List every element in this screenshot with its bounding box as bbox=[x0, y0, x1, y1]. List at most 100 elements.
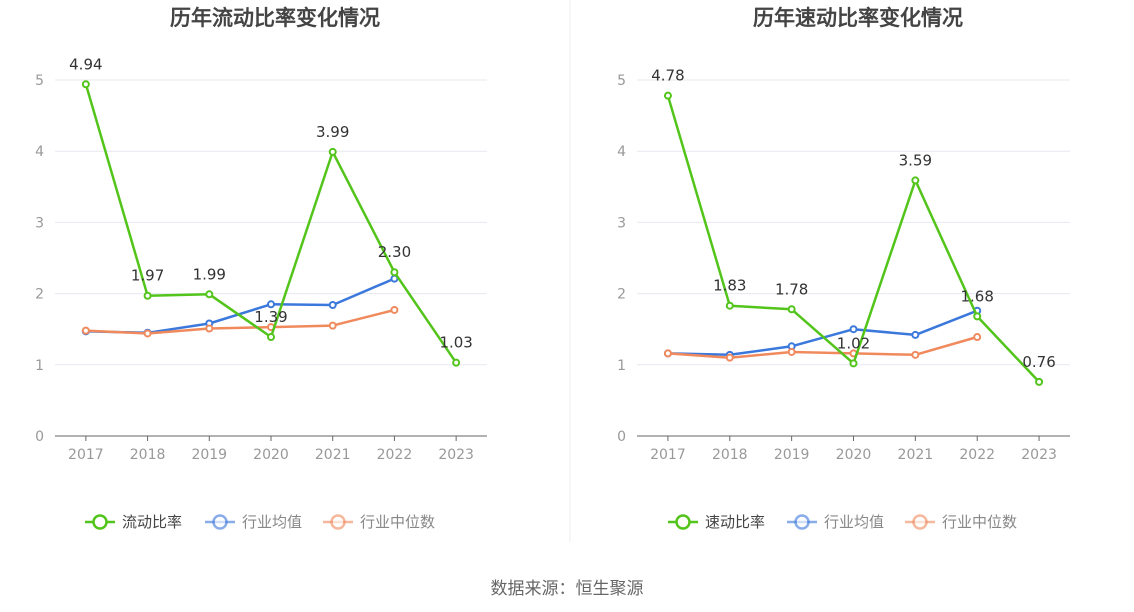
x-tick-label: 2018 bbox=[712, 447, 748, 463]
legend-item[interactable]: 速动比率 bbox=[668, 513, 765, 531]
x-tick-label: 2023 bbox=[438, 447, 474, 463]
data-point[interactable] bbox=[911, 350, 920, 359]
x-tick-label: 2022 bbox=[959, 447, 995, 463]
y-tick-label: 1 bbox=[35, 358, 44, 374]
x-tick-label: 2022 bbox=[377, 447, 413, 463]
data-point[interactable] bbox=[663, 91, 672, 100]
series-1: 4.78 1.83 1.78 1.02 3.59 1.68 0.76 bbox=[651, 67, 1056, 386]
y-tick-label: 1 bbox=[617, 358, 626, 374]
data-point[interactable] bbox=[911, 176, 920, 185]
data-point[interactable] bbox=[973, 312, 982, 321]
series-line bbox=[667, 309, 978, 357]
data-point[interactable] bbox=[787, 347, 796, 356]
x-tick-label: 2019 bbox=[774, 447, 810, 463]
data-point[interactable] bbox=[787, 305, 796, 314]
data-point[interactable] bbox=[328, 321, 337, 330]
legend-item[interactable]: 流动比率 bbox=[85, 513, 182, 531]
legend-marker bbox=[794, 514, 810, 530]
y-tick-label: 4 bbox=[35, 144, 44, 160]
legend-item[interactable]: 行业中位数 bbox=[905, 513, 1017, 531]
data-label: 2.30 bbox=[378, 243, 411, 261]
data-label: 1.83 bbox=[713, 277, 746, 295]
data-point[interactable] bbox=[328, 147, 337, 156]
legend-item[interactable]: 行业均值 bbox=[787, 513, 884, 531]
x-tick-label: 2021 bbox=[898, 447, 934, 463]
data-point[interactable] bbox=[663, 349, 672, 358]
x-tick-label: 2021 bbox=[315, 447, 351, 463]
chart-panel-1: 历年流动比率变化情况 0 1 2 3 4 5 2017 2018 2019 2020 2021 2022… bbox=[35, 6, 487, 531]
data-point[interactable] bbox=[205, 290, 214, 299]
data-point[interactable] bbox=[725, 353, 734, 362]
legend: 流动比率 行业均值 行业中位数 bbox=[85, 513, 435, 531]
data-point[interactable] bbox=[390, 268, 399, 277]
series-3 bbox=[81, 305, 399, 338]
data-point[interactable] bbox=[328, 300, 337, 309]
legend-label: 行业均值 bbox=[824, 513, 884, 531]
data-point[interactable] bbox=[973, 333, 982, 342]
legend-item[interactable]: 行业中位数 bbox=[323, 513, 435, 531]
data-point[interactable] bbox=[267, 300, 275, 309]
data-label: 1.97 bbox=[131, 267, 164, 285]
y-tick-label: 2 bbox=[35, 287, 44, 303]
data-point[interactable] bbox=[143, 329, 152, 338]
data-label: 1.78 bbox=[775, 280, 808, 298]
data-label: 3.99 bbox=[316, 123, 349, 141]
legend-label: 行业中位数 bbox=[942, 513, 1017, 531]
data-label: 1.03 bbox=[439, 334, 472, 352]
x-tick-label: 2020 bbox=[253, 447, 289, 463]
x-tick-label: 2017 bbox=[68, 447, 104, 463]
legend-label: 行业均值 bbox=[242, 513, 302, 531]
series-3 bbox=[663, 333, 982, 362]
data-label: 1.68 bbox=[961, 287, 994, 305]
data-label: 0.76 bbox=[1022, 353, 1055, 371]
data-point[interactable] bbox=[452, 358, 461, 367]
data-point[interactable] bbox=[911, 330, 920, 339]
data-point[interactable] bbox=[81, 326, 90, 335]
y-tick-label: 3 bbox=[35, 215, 44, 231]
legend-marker bbox=[92, 514, 108, 530]
data-point[interactable] bbox=[849, 359, 858, 368]
data-label: 1.39 bbox=[254, 308, 287, 326]
data-point[interactable] bbox=[849, 325, 858, 334]
legend-label: 行业中位数 bbox=[360, 513, 435, 531]
data-point[interactable] bbox=[81, 80, 90, 89]
y-tick-label: 5 bbox=[617, 73, 626, 89]
chart-title: 历年流动比率变化情况 bbox=[170, 6, 380, 30]
data-point[interactable] bbox=[1035, 377, 1044, 386]
y-tick-label: 4 bbox=[617, 144, 626, 160]
chart-panel-2: 历年速动比率变化情况 0 1 2 3 4 5 2017 2018 2019 2020 2021 2022… bbox=[617, 6, 1070, 531]
y-tick-label: 5 bbox=[35, 73, 44, 89]
data-label: 3.59 bbox=[899, 151, 932, 169]
x-tick-label: 2017 bbox=[650, 447, 686, 463]
data-point[interactable] bbox=[205, 324, 214, 333]
legend-marker bbox=[912, 514, 928, 530]
series-line bbox=[85, 277, 395, 335]
data-label: 4.78 bbox=[651, 67, 684, 85]
y-tick-label: 0 bbox=[617, 429, 626, 445]
legend-label: 流动比率 bbox=[122, 513, 182, 531]
data-label: 1.02 bbox=[837, 334, 870, 352]
series-line bbox=[667, 335, 978, 359]
data-label: 1.99 bbox=[193, 265, 226, 283]
x-tick-label: 2019 bbox=[191, 447, 227, 463]
y-tick-label: 2 bbox=[617, 287, 626, 303]
data-point[interactable] bbox=[143, 291, 152, 300]
legend-marker bbox=[212, 514, 228, 530]
data-point[interactable] bbox=[725, 301, 734, 310]
y-tick-label: 3 bbox=[617, 215, 626, 231]
legend-marker bbox=[330, 514, 346, 530]
series-1: 4.94 1.97 1.99 1.39 3.99 2.30 1.03 bbox=[69, 55, 473, 367]
x-tick-label: 2018 bbox=[130, 447, 166, 463]
legend-label: 速动比率 bbox=[705, 513, 765, 531]
chart-title: 历年速动比率变化情况 bbox=[753, 6, 963, 30]
data-point[interactable] bbox=[267, 333, 275, 342]
legend-item[interactable]: 行业均值 bbox=[205, 513, 302, 531]
data-label: 4.94 bbox=[69, 55, 102, 73]
legend: 速动比率 行业均值 行业中位数 bbox=[668, 513, 1017, 531]
x-tick-label: 2023 bbox=[1021, 447, 1057, 463]
series-line bbox=[85, 308, 395, 335]
data-point[interactable] bbox=[390, 305, 399, 314]
x-tick-label: 2020 bbox=[836, 447, 872, 463]
y-tick-label: 0 bbox=[35, 429, 44, 445]
